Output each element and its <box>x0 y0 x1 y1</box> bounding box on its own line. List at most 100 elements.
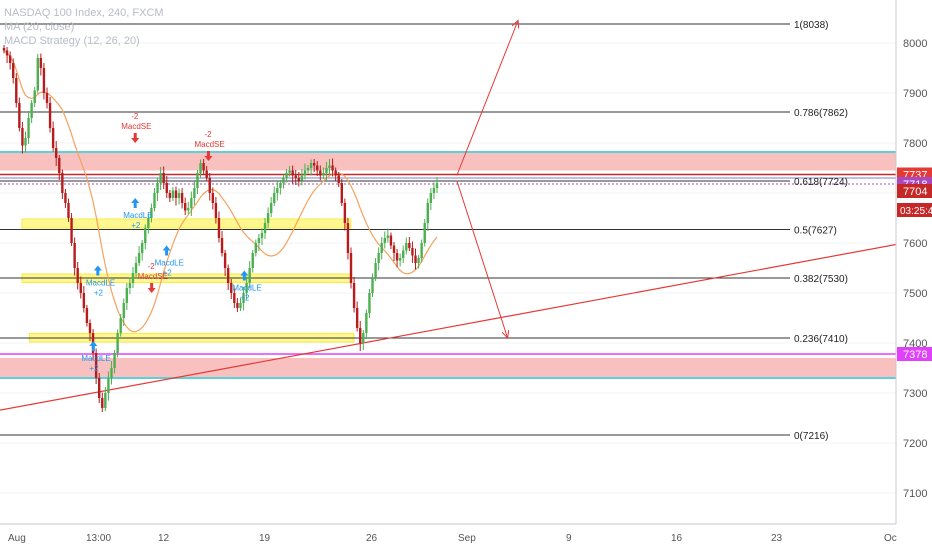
candle-body <box>2 48 6 51</box>
time-tick-label: 19 <box>259 533 271 544</box>
sell-arrow-icon <box>131 133 140 143</box>
candle-body <box>94 353 98 378</box>
candles <box>2 45 439 412</box>
candle-body <box>432 188 436 193</box>
candle-body <box>125 288 129 303</box>
candle-body <box>337 175 340 183</box>
candle-body <box>368 293 371 313</box>
fib-label-0.5: 0.5(7627) <box>794 226 837 237</box>
sell-signal-qty-4: -2 <box>148 262 156 271</box>
candle-body <box>260 233 264 238</box>
projection-line-1 <box>456 180 509 339</box>
yellow-zone-0 <box>21 218 352 229</box>
candle-body <box>211 193 215 203</box>
moving-average <box>3 50 438 333</box>
candle-body <box>21 128 24 146</box>
buy-signal-label-7: MacdLE <box>232 284 261 293</box>
time-tick-label: 13:00 <box>86 533 111 544</box>
candle-body <box>429 193 433 203</box>
candle-body <box>144 228 147 243</box>
projection-arrowhead-0 <box>511 19 520 29</box>
candle-body <box>257 238 261 243</box>
candle-body <box>254 243 258 253</box>
buy-arrow-icon <box>89 341 98 351</box>
buy-signal-qty-0: +2 <box>89 364 99 373</box>
macd-strategy-label[interactable]: MACD Strategy (12, 26, 20) <box>4 35 140 47</box>
candle-body <box>48 103 52 128</box>
candle-body <box>134 263 138 273</box>
candle-body <box>217 218 221 238</box>
candle-body <box>223 253 227 268</box>
candle-body <box>233 293 236 303</box>
price-tick-label: 7900 <box>903 88 927 100</box>
candle-body <box>328 165 331 168</box>
zones <box>0 151 896 379</box>
ma-line <box>3 50 438 333</box>
buy-arrow-icon <box>162 245 171 256</box>
candle-body <box>334 170 337 176</box>
fib-label-1: 1(8038) <box>794 20 828 31</box>
countdown-box <box>897 203 932 217</box>
candle-body <box>174 190 178 198</box>
candle-body <box>61 173 64 193</box>
candle-body <box>214 203 218 218</box>
candle-body <box>312 163 316 166</box>
candle-body <box>64 193 67 203</box>
candle-body <box>82 293 86 308</box>
candle-body <box>423 223 426 243</box>
candle-body <box>279 183 282 188</box>
candle-body <box>398 258 402 261</box>
strategy-signals: MacdLE+2MacdLE+2MacdSE-2MacdLE+2MacdSE-2… <box>81 112 261 373</box>
price-axis: 7100720073007400750076007700780079008000 <box>895 0 932 550</box>
buy-signal-label-1: MacdLE <box>86 279 115 288</box>
candle-body <box>303 170 307 176</box>
candle-body <box>392 245 396 253</box>
buy-arrow-icon <box>93 265 102 276</box>
buy-signal-label-5: MacdLE <box>155 259 184 268</box>
candle-body <box>276 188 279 193</box>
candle-body <box>245 283 248 293</box>
candle-body <box>97 378 101 398</box>
symbol-title[interactable]: NASDAQ 100 Index, 240, FXCM <box>4 7 164 19</box>
price-tick-label: 8000 <box>903 38 927 50</box>
time-tick-label: 12 <box>158 533 170 544</box>
candle-body <box>411 248 414 256</box>
candle-body <box>365 313 368 333</box>
candle-body <box>220 238 224 253</box>
time-axis: Aug 13:00 12 19 26 Sep 9 16 23 Oc <box>0 523 897 544</box>
candle-body <box>359 328 362 343</box>
candle-body <box>383 238 386 243</box>
candle-body <box>300 175 304 181</box>
candle-body <box>349 253 353 283</box>
candle-body <box>42 68 46 93</box>
candle-body <box>79 283 82 293</box>
candle-body <box>193 188 196 198</box>
candle-body <box>8 55 12 63</box>
candle-body <box>269 203 273 213</box>
sell-arrow-icon <box>147 283 156 293</box>
candle-body <box>24 138 27 146</box>
candle-body <box>116 333 119 353</box>
candle-body <box>316 165 319 171</box>
candle-body <box>55 148 58 158</box>
candle-body <box>107 378 110 393</box>
candle-body <box>27 118 30 138</box>
candle-body <box>33 90 36 103</box>
candle-body <box>435 183 439 188</box>
candle-body <box>159 173 162 183</box>
candle-body <box>67 203 70 218</box>
candle-body <box>73 243 76 268</box>
price-label-box-7378 <box>897 347 932 361</box>
sell-signal-label-6: MacdSE <box>194 140 224 149</box>
candle-body <box>288 170 291 173</box>
candle-body <box>119 318 122 333</box>
price-tick-label: 7600 <box>903 238 927 250</box>
candle-body <box>104 393 107 408</box>
candle-body <box>171 190 175 198</box>
candle-body <box>101 398 104 408</box>
candle-body <box>325 168 328 173</box>
candle-body <box>291 170 294 176</box>
candle-body <box>380 243 383 253</box>
ma-indicator-label[interactable]: MA (20, close) <box>4 21 75 33</box>
